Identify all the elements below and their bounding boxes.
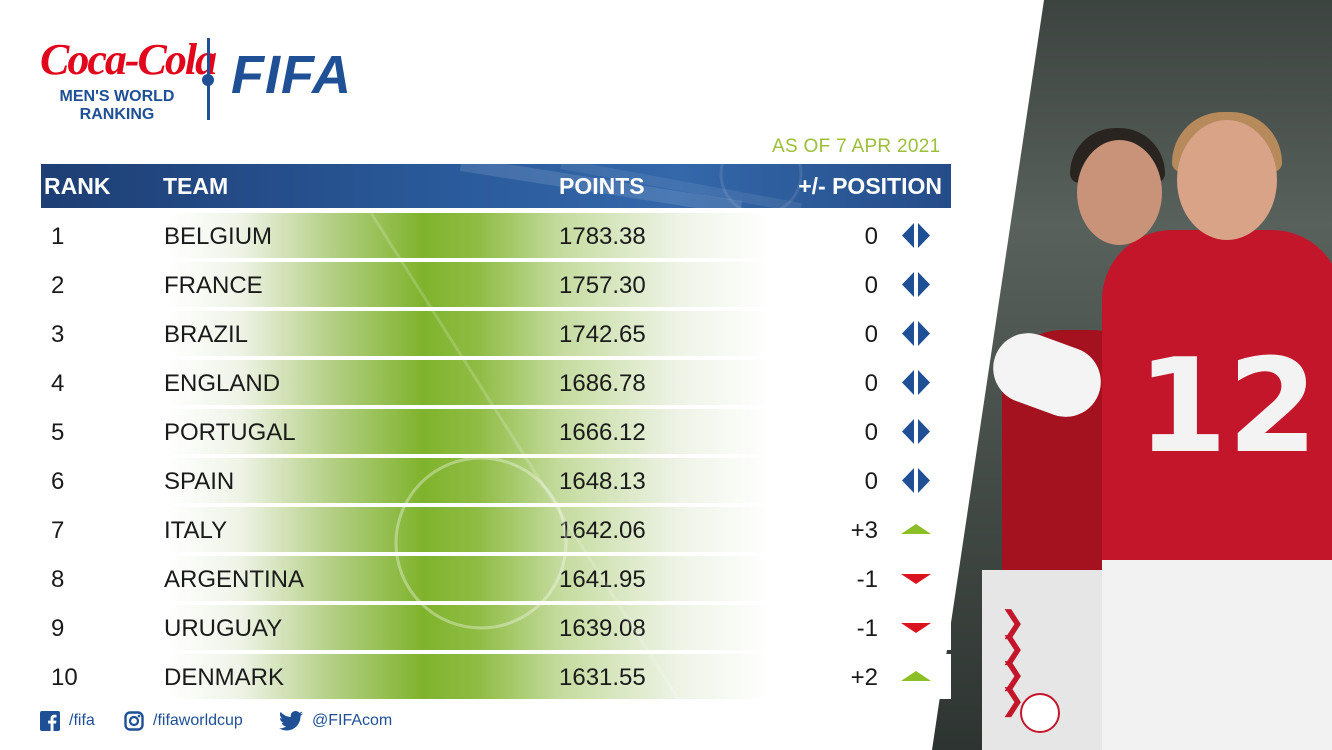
table-header: RANK TEAM POINTS +/- POSITION bbox=[41, 164, 951, 208]
header-rank: RANK bbox=[44, 173, 111, 199]
position-change-cell: 0 bbox=[864, 468, 878, 495]
team-cell: URUGUAY bbox=[164, 615, 283, 642]
trend-down-icon bbox=[901, 574, 931, 584]
facebook-handle: /fifa bbox=[69, 712, 95, 729]
rank-cell: 8 bbox=[51, 566, 65, 593]
team-cell: FRANCE bbox=[164, 272, 263, 299]
points-cell: 1666.12 bbox=[559, 419, 646, 446]
trend-up-icon bbox=[901, 671, 931, 681]
fifa-logo: FIFA bbox=[231, 45, 352, 105]
points-cell: 1648.13 bbox=[559, 468, 646, 495]
rank-cell: 9 bbox=[51, 615, 65, 642]
position-change-cell: 0 bbox=[864, 321, 878, 348]
table-row: 2 FRANCE 1757.30 0 bbox=[41, 262, 951, 307]
trend-same-icon bbox=[902, 370, 930, 395]
points-cell: 1631.55 bbox=[559, 664, 646, 691]
points-cell: 1742.65 bbox=[559, 321, 646, 348]
team-cell: BRAZIL bbox=[164, 321, 249, 348]
position-change-cell: 0 bbox=[864, 370, 878, 397]
header-team: TEAM bbox=[163, 173, 229, 199]
rank-cell: 3 bbox=[51, 321, 65, 348]
trend-down-icon bbox=[901, 623, 931, 633]
points-cell: 1783.38 bbox=[559, 223, 646, 250]
team-cell: BELGIUM bbox=[164, 223, 273, 250]
trend-up-icon bbox=[901, 524, 931, 534]
position-change-cell: -1 bbox=[856, 566, 878, 593]
points-cell: 1639.08 bbox=[559, 615, 646, 642]
trend-same-icon bbox=[902, 321, 930, 346]
table-row: 5 PORTUGAL 1666.12 0 bbox=[41, 409, 951, 454]
instagram-handle: /fifaworldcup bbox=[153, 712, 243, 729]
team-cell: PORTUGAL bbox=[164, 419, 296, 446]
points-cell: 1686.78 bbox=[559, 370, 646, 397]
points-cell: 1641.95 bbox=[559, 566, 646, 593]
team-cell: ITALY bbox=[164, 517, 228, 544]
ranking-table: 1 BELGIUM 1783.38 0 2 FRANCE 1757.30 0 3… bbox=[41, 213, 951, 703]
table-row: 3 BRAZIL 1742.65 0 bbox=[41, 311, 951, 356]
facebook-link[interactable]: /fifa bbox=[40, 711, 95, 731]
trend-same-icon bbox=[902, 468, 930, 493]
table-row: 4 ENGLAND 1686.78 0 bbox=[41, 360, 951, 405]
rank-cell: 7 bbox=[51, 517, 65, 544]
table-row: 7 ITALY 1642.06 +3 bbox=[41, 507, 951, 552]
table-row: 6 SPAIN 1648.13 0 bbox=[41, 458, 951, 503]
coca-cola-logo: Coca-Cola bbox=[40, 35, 217, 84]
instagram-link[interactable]: /fifaworldcup bbox=[124, 711, 243, 731]
points-cell: 1642.06 bbox=[559, 517, 646, 544]
team-cell: SPAIN bbox=[164, 468, 235, 495]
rank-cell: 2 bbox=[51, 272, 65, 299]
header-pattern bbox=[459, 164, 803, 208]
rank-cell: 1 bbox=[51, 223, 65, 250]
team-cell: DENMARK bbox=[164, 664, 285, 691]
ranking-title: MEN'S WORLD RANKING bbox=[52, 88, 182, 124]
team-cell: ARGENTINA bbox=[164, 566, 305, 593]
header-position-change: +/- POSITION bbox=[798, 173, 942, 199]
rank-cell: 5 bbox=[51, 419, 65, 446]
points-cell: 1757.30 bbox=[559, 272, 646, 299]
twitter-handle: @FIFAcom bbox=[312, 712, 393, 729]
header-points: POINTS bbox=[559, 173, 645, 199]
trend-same-icon bbox=[902, 223, 930, 248]
pitch-lines-decoration bbox=[369, 213, 683, 703]
trend-same-icon bbox=[902, 419, 930, 444]
ranking-title-line2: RANKING bbox=[79, 106, 155, 123]
instagram-icon bbox=[124, 711, 144, 731]
position-change-cell: -1 bbox=[856, 615, 878, 642]
table-row: 10 DENMARK 1631.55 +2 bbox=[41, 654, 951, 699]
players-photo: 12 ❯ ❯ ❯ ❯ bbox=[932, 0, 1332, 750]
position-change-cell: 0 bbox=[864, 223, 878, 250]
rank-cell: 6 bbox=[51, 468, 65, 495]
ranking-title-line1: MEN'S WORLD bbox=[59, 88, 175, 105]
logo-divider-dot bbox=[202, 74, 214, 86]
rank-cell: 4 bbox=[51, 370, 65, 397]
facebook-icon bbox=[40, 711, 60, 731]
twitter-icon bbox=[279, 711, 303, 731]
table-row: 9 URUGUAY 1639.08 -1 bbox=[41, 605, 951, 650]
table-row: 1 BELGIUM 1783.38 0 bbox=[41, 213, 951, 258]
team-cell: ENGLAND bbox=[164, 370, 281, 397]
position-change-cell: +2 bbox=[850, 664, 878, 691]
as-of-date: AS OF 7 APR 2021 bbox=[772, 136, 941, 157]
table-row: 8 ARGENTINA 1641.95 -1 bbox=[41, 556, 951, 601]
position-change-cell: 0 bbox=[864, 272, 878, 299]
position-change-cell: 0 bbox=[864, 419, 878, 446]
twitter-link[interactable]: @FIFAcom bbox=[279, 711, 392, 731]
rank-cell: 10 bbox=[51, 664, 78, 691]
position-change-cell: +3 bbox=[850, 517, 878, 544]
trend-same-icon bbox=[902, 272, 930, 297]
